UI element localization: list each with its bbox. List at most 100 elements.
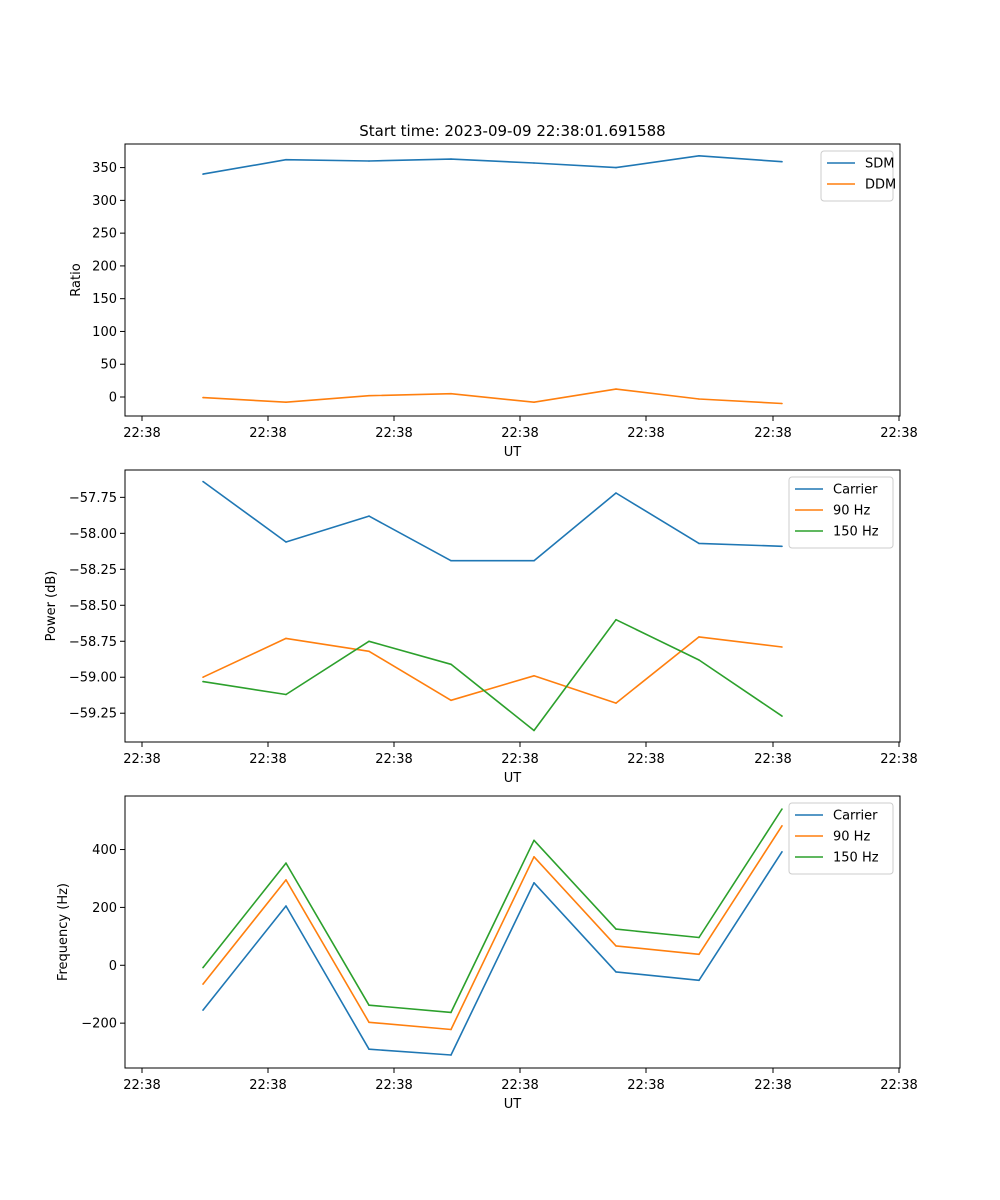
y-tick-label: 200 — [92, 259, 117, 274]
data-point — [450, 158, 452, 160]
x-tick-label: 22:38 — [501, 426, 538, 441]
data-point — [615, 388, 617, 390]
data-point — [285, 541, 287, 543]
x-tick-label: 22:38 — [627, 1078, 664, 1093]
data-point — [615, 492, 617, 494]
data-point — [781, 715, 783, 717]
y-tick-label: 400 — [92, 843, 117, 858]
data-point — [202, 173, 204, 175]
x-tick-label: 22:38 — [249, 426, 286, 441]
legend-entry: 90 Hz — [833, 504, 870, 519]
data-point — [615, 166, 617, 169]
data-point — [533, 401, 535, 404]
data-point — [781, 808, 783, 810]
y-tick-label: 0 — [109, 390, 117, 405]
data-point — [781, 160, 783, 163]
data-point — [450, 1028, 452, 1031]
data-point — [368, 160, 370, 162]
data-point — [781, 646, 783, 648]
x-tick-label: 22:38 — [627, 752, 664, 767]
x-tick-label: 22:38 — [754, 752, 791, 767]
data-point — [615, 618, 617, 621]
data-point — [285, 862, 287, 864]
y-tick-label: 150 — [92, 292, 117, 307]
x-tick-label: 22:38 — [880, 752, 917, 767]
y-axis-label: Ratio — [69, 263, 84, 296]
x-tick-label: 22:38 — [754, 426, 791, 441]
plot-area-frame — [124, 795, 901, 1069]
x-tick-label: 22:38 — [375, 426, 412, 441]
data-point — [450, 663, 452, 666]
data-point — [368, 394, 370, 397]
data-point — [533, 882, 535, 884]
data-point — [698, 636, 700, 638]
y-tick-label: 0 — [109, 959, 117, 974]
plot-area-frame — [124, 469, 901, 743]
data-point — [285, 905, 287, 907]
data-point — [285, 401, 287, 404]
y-tick-label: 300 — [92, 194, 117, 209]
legend-entry: Carrier — [833, 483, 878, 498]
legend: Carrier 90 Hz 150 Hz — [788, 476, 894, 549]
x-tick-label: 22:38 — [249, 1078, 286, 1093]
legend-entry: Carrier — [833, 809, 878, 824]
data-point — [368, 640, 370, 643]
x-tick-label: 22:38 — [375, 1078, 412, 1093]
series-line-90-hz — [202, 825, 783, 1031]
x-axis-label: UT — [504, 445, 522, 460]
x-axis-label: UT — [504, 1097, 522, 1112]
data-point — [698, 953, 700, 956]
series-line-150-hz — [202, 808, 783, 1014]
data-point — [698, 659, 700, 661]
data-point — [285, 879, 287, 881]
y-tick-label: 250 — [92, 227, 117, 242]
data-point — [781, 825, 783, 827]
plot-area-frame — [124, 143, 901, 417]
data-point — [202, 680, 204, 683]
legend-entry: 150 Hz — [833, 525, 879, 540]
data-point — [450, 1054, 452, 1056]
data-point — [533, 729, 535, 732]
data-point — [698, 542, 700, 545]
data-point — [450, 699, 452, 702]
data-point — [202, 396, 204, 399]
data-point — [533, 856, 535, 858]
data-point — [698, 979, 700, 982]
data-point — [202, 676, 204, 678]
data-point — [781, 851, 783, 853]
data-point — [368, 650, 370, 653]
y-axis-label: Frequency (Hz) — [56, 883, 71, 981]
data-point — [202, 1009, 204, 1011]
data-point — [285, 693, 287, 696]
series-line-carrier — [202, 851, 783, 1056]
series-line-carrier — [202, 480, 783, 562]
data-point — [533, 162, 535, 164]
data-point — [615, 702, 617, 704]
data-point — [781, 402, 783, 405]
chart-panel-1: 0 50 100 150 200 250 300 350 22:38 22:38 22:38 22:3… — [69, 122, 918, 460]
data-point — [615, 928, 617, 930]
data-point — [781, 545, 783, 548]
y-tick-label: 350 — [92, 161, 117, 176]
data-point — [450, 392, 452, 395]
data-point — [368, 1021, 370, 1024]
data-point — [285, 158, 287, 161]
x-tick-label: 22:38 — [123, 752, 160, 767]
data-point — [698, 155, 700, 157]
data-point — [533, 559, 535, 562]
y-axis-label: Power (dB) — [44, 571, 59, 642]
data-point — [202, 966, 204, 969]
data-point — [202, 480, 204, 483]
legend-entry: DDM — [865, 178, 896, 193]
data-point — [450, 1011, 452, 1014]
data-point — [450, 559, 452, 562]
y-tick-label: 100 — [92, 325, 117, 340]
series-line-90-hz — [202, 636, 783, 704]
data-point — [615, 971, 617, 973]
x-tick-label: 22:38 — [880, 426, 917, 441]
data-point — [533, 839, 535, 842]
y-tick-label: −59.00 — [69, 671, 117, 686]
series-line-sdm — [202, 155, 783, 175]
x-tick-label: 22:38 — [754, 1078, 791, 1093]
